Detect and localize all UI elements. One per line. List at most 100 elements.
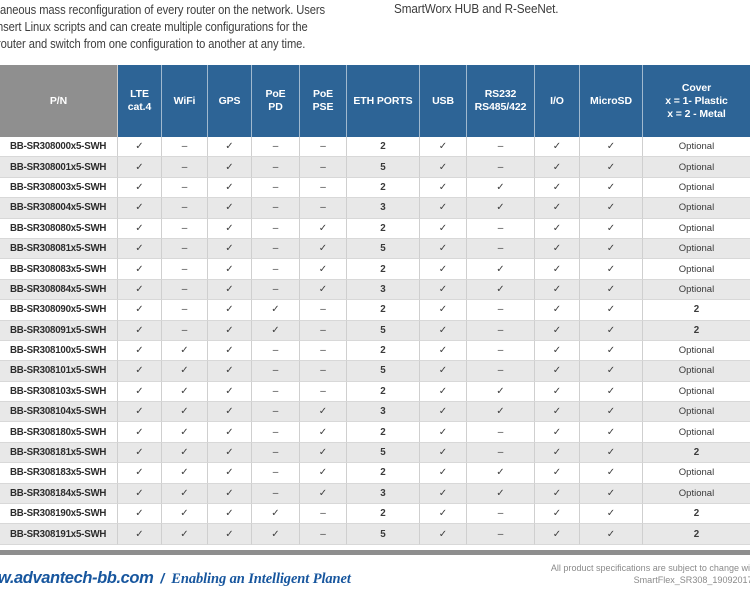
cell-eth: 2 — [347, 504, 420, 525]
cell-eth: 2 — [347, 463, 420, 484]
cell-rs232: ✓ — [467, 198, 535, 219]
cell-wifi: – — [162, 198, 208, 219]
cell-gps: ✓ — [208, 361, 252, 382]
cell-cover: Optional — [643, 238, 750, 260]
cell-rs232: ✓ — [467, 483, 535, 505]
cell-poe_pse: ✓ — [300, 463, 347, 484]
cell-gps: ✓ — [208, 463, 252, 484]
cell-gps: ✓ — [208, 177, 252, 199]
cell-cover: Optional — [643, 402, 750, 423]
table-row: BB-SR308084x5-SWH ✓ – ✓ – ✓ 3 ✓ ✓ ✓ ✓ Optional — [0, 279, 750, 301]
cell-rs232: – — [467, 504, 535, 525]
cell-cover: 2 — [643, 524, 750, 545]
cell-usb: ✓ — [420, 483, 467, 505]
cell-rs232: ✓ — [467, 177, 535, 199]
cell-usb: ✓ — [420, 198, 467, 219]
cell-lte: ✓ — [118, 218, 162, 239]
cell-cover: Optional — [643, 279, 750, 301]
intro-line-2: nsert Linux scripts and can create multi… — [0, 19, 308, 35]
cell-usb: ✓ — [420, 361, 467, 382]
cell-usb: ✓ — [420, 504, 467, 525]
spec-table: P/N LTE cat.4 WiFi GPS PoE PD PoE PSE ETH PORT… — [0, 65, 750, 545]
cell-microsd: ✓ — [580, 381, 643, 403]
cell-io: ✓ — [535, 442, 580, 464]
cell-pn: BB-SR308100x5-SWH — [0, 340, 118, 362]
cell-lte: ✓ — [118, 300, 162, 321]
cell-rs232: – — [467, 320, 535, 341]
cell-wifi: ✓ — [162, 402, 208, 423]
cell-microsd: ✓ — [580, 402, 643, 423]
cell-cover: 2 — [643, 442, 750, 464]
table-row: BB-SR308003x5-SWH ✓ – ✓ – –2 ✓ ✓ ✓ ✓ Optional — [0, 177, 750, 199]
cell-poe_pd: – — [252, 381, 300, 403]
cell-lte: ✓ — [118, 279, 162, 301]
cell-usb: ✓ — [420, 238, 467, 260]
cell-lte: ✓ — [118, 177, 162, 199]
cell-gps: ✓ — [208, 483, 252, 505]
cell-io: ✓ — [535, 381, 580, 403]
cell-poe_pd: – — [252, 259, 300, 280]
cell-cover: 2 — [643, 320, 750, 341]
cell-usb: ✓ — [420, 442, 467, 464]
header-cell-lte: LTE cat.4 — [118, 65, 162, 137]
cell-microsd: ✓ — [580, 137, 643, 158]
cell-io: ✓ — [535, 504, 580, 525]
cell-cover: Optional — [643, 361, 750, 382]
cell-poe_pd: – — [252, 137, 300, 158]
cell-wifi: – — [162, 320, 208, 341]
cell-io: ✓ — [535, 340, 580, 362]
cell-eth: 2 — [347, 340, 420, 362]
cell-usb: ✓ — [420, 422, 467, 443]
cell-cover: Optional — [643, 483, 750, 505]
cell-poe_pse: ✓ — [300, 238, 347, 260]
cell-microsd: ✓ — [580, 340, 643, 362]
cell-poe_pse: – — [300, 137, 347, 158]
cell-rs232: – — [467, 422, 535, 443]
cell-usb: ✓ — [420, 402, 467, 423]
cell-pn: BB-SR308090x5-SWH — [0, 300, 118, 321]
cell-eth: 3 — [347, 198, 420, 219]
cell-wifi: ✓ — [162, 340, 208, 362]
header-cell-microsd: MicroSD — [580, 65, 643, 137]
cell-rs232: – — [467, 524, 535, 545]
cell-io: ✓ — [535, 300, 580, 321]
cell-eth: 2 — [347, 177, 420, 199]
cell-rs232: – — [467, 218, 535, 239]
header-cell-wifi: WiFi — [162, 65, 208, 137]
header-cell-eth: ETH PORTS — [347, 65, 420, 137]
cell-wifi: ✓ — [162, 361, 208, 382]
cell-pn: BB-SR308103x5-SWH — [0, 381, 118, 403]
cell-wifi: ✓ — [162, 483, 208, 505]
cell-microsd: ✓ — [580, 320, 643, 341]
header-cell-poe_pd: PoE PD — [252, 65, 300, 137]
footer-separator: / — [160, 570, 165, 586]
cell-eth: 5 — [347, 361, 420, 382]
cell-lte: ✓ — [118, 137, 162, 158]
header-cell-rs232: RS232 RS485/422 — [467, 65, 535, 137]
table-row: BB-SR308004x5-SWH ✓ – ✓ – –3 ✓ ✓ ✓ ✓ Optional — [0, 198, 750, 219]
cell-gps: ✓ — [208, 422, 252, 443]
cell-poe_pse: ✓ — [300, 259, 347, 280]
cell-microsd: ✓ — [580, 259, 643, 280]
cell-microsd: ✓ — [580, 524, 643, 545]
header-cell-cover: Cover x = 1- Plastic x = 2 - Metal — [643, 65, 750, 137]
cell-rs232: ✓ — [467, 279, 535, 301]
cell-poe_pse: – — [300, 504, 347, 525]
intro-note: SmartWorx HUB and R-SeeNet. — [394, 1, 559, 16]
cell-microsd: ✓ — [580, 463, 643, 484]
cell-poe_pse: – — [300, 177, 347, 199]
cell-io: ✓ — [535, 320, 580, 341]
cell-wifi: – — [162, 157, 208, 178]
table-body: BB-SR308000x5-SWH ✓ – ✓ – –2 ✓ – ✓ ✓ Optional BB-SR… — [0, 137, 750, 545]
cell-usb: ✓ — [420, 259, 467, 280]
cell-microsd: ✓ — [580, 157, 643, 178]
table-row: BB-SR308183x5-SWH ✓ ✓ ✓ – ✓ 2 ✓ ✓ ✓ ✓ Optional — [0, 463, 750, 484]
cell-poe_pse: – — [300, 300, 347, 321]
cell-lte: ✓ — [118, 463, 162, 484]
cell-poe_pd: – — [252, 361, 300, 382]
cell-wifi: – — [162, 238, 208, 260]
cell-poe_pse: ✓ — [300, 218, 347, 239]
footer-website-link[interactable]: w.advantech-bb.com — [0, 569, 154, 587]
table-row: BB-SR308191x5-SWH ✓ ✓ ✓ ✓ –5 ✓ – ✓ ✓ 2 — [0, 524, 750, 545]
cell-gps: ✓ — [208, 137, 252, 158]
